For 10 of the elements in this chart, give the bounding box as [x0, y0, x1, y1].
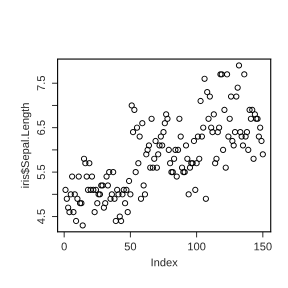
- x-tick-label: 50: [124, 242, 136, 250]
- x-tick-label: 150: [254, 242, 272, 250]
- x-tick-label: 100: [188, 242, 206, 250]
- y-tick-label: 6.5: [37, 120, 45, 135]
- y-tick-label: 5.5: [37, 164, 45, 180]
- y-tick-label: 4.5: [37, 209, 45, 224]
- x-tick-label: 0: [62, 242, 67, 250]
- y-tick-label: 7.5: [37, 76, 45, 90]
- y-axis-title: iris$Sepal.Length: [20, 103, 32, 188]
- x-axis-title: Index: [152, 258, 178, 266]
